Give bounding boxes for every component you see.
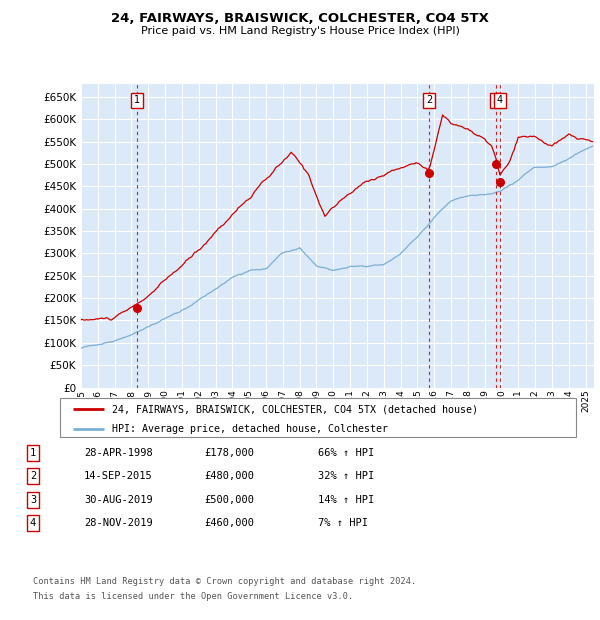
Text: 14% ↑ HPI: 14% ↑ HPI	[318, 495, 374, 505]
Text: HPI: Average price, detached house, Colchester: HPI: Average price, detached house, Colc…	[112, 424, 388, 434]
Text: 1: 1	[30, 448, 36, 458]
Text: 14-SEP-2015: 14-SEP-2015	[84, 471, 153, 481]
Text: 66% ↑ HPI: 66% ↑ HPI	[318, 448, 374, 458]
Text: 2: 2	[30, 471, 36, 481]
Text: 24, FAIRWAYS, BRAISWICK, COLCHESTER, CO4 5TX (detached house): 24, FAIRWAYS, BRAISWICK, COLCHESTER, CO4…	[112, 405, 478, 415]
Text: 30-AUG-2019: 30-AUG-2019	[84, 495, 153, 505]
Text: 32% ↑ HPI: 32% ↑ HPI	[318, 471, 374, 481]
Text: Price paid vs. HM Land Registry's House Price Index (HPI): Price paid vs. HM Land Registry's House …	[140, 26, 460, 36]
Text: Contains HM Land Registry data © Crown copyright and database right 2024.: Contains HM Land Registry data © Crown c…	[33, 577, 416, 586]
Text: £500,000: £500,000	[204, 495, 254, 505]
Text: 4: 4	[497, 95, 503, 105]
Text: 24, FAIRWAYS, BRAISWICK, COLCHESTER, CO4 5TX: 24, FAIRWAYS, BRAISWICK, COLCHESTER, CO4…	[111, 12, 489, 25]
Text: 1: 1	[134, 95, 140, 105]
Text: £460,000: £460,000	[204, 518, 254, 528]
Text: 3: 3	[30, 495, 36, 505]
Text: 28-NOV-2019: 28-NOV-2019	[84, 518, 153, 528]
Text: This data is licensed under the Open Government Licence v3.0.: This data is licensed under the Open Gov…	[33, 592, 353, 601]
Text: 7% ↑ HPI: 7% ↑ HPI	[318, 518, 368, 528]
Text: 28-APR-1998: 28-APR-1998	[84, 448, 153, 458]
FancyBboxPatch shape	[60, 398, 576, 437]
Text: 2: 2	[426, 95, 433, 105]
Text: £178,000: £178,000	[204, 448, 254, 458]
Text: £480,000: £480,000	[204, 471, 254, 481]
Text: 4: 4	[30, 518, 36, 528]
Text: 3: 3	[493, 95, 499, 105]
